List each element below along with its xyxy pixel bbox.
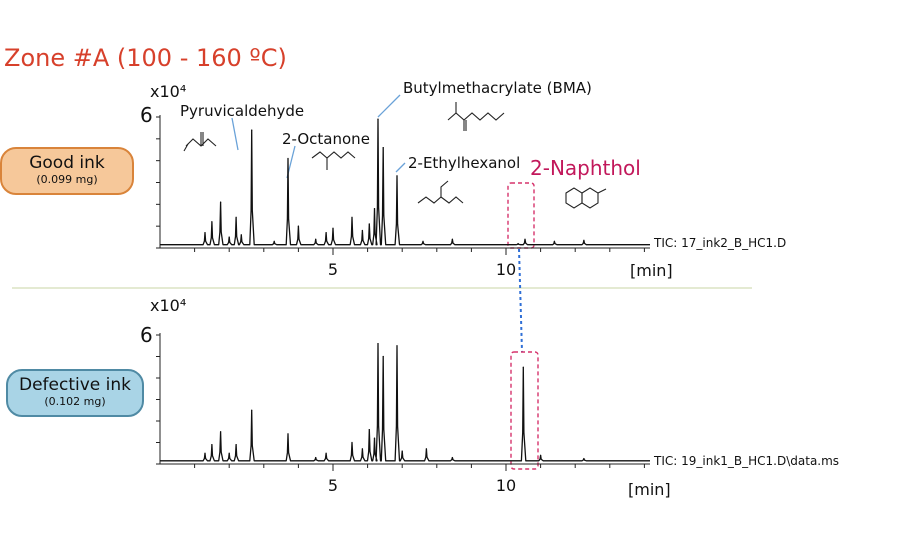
bottom-peak-apex [382, 355, 384, 358]
top-peak-apex [220, 201, 222, 203]
bottom-peak-apex [325, 452, 327, 454]
peak-label-naphthol: 2-Naphthol [530, 156, 641, 180]
bottom-peak-apex [204, 452, 206, 454]
top-peak-apex [211, 221, 213, 223]
peak-label-octanone: 2-Octanone [282, 130, 370, 148]
octanone-structure-icon [311, 151, 356, 170]
bottom-peak-apex [351, 441, 353, 444]
top-peak-apex [325, 232, 327, 234]
bottom-panel-axes [156, 333, 650, 471]
naphthol-highlight-bottom [510, 351, 539, 470]
ethylhexanol-structure-icon [417, 180, 464, 204]
top-peak-apex [524, 238, 526, 240]
top-x-tick-label: 10 [495, 260, 517, 279]
bottom-tic-trace [160, 342, 650, 462]
bottom-peak-apex [251, 409, 253, 411]
top-peak-apex [451, 238, 453, 240]
top-peak-apex [422, 240, 424, 242]
peak-label-pyruvicaldehyde: Pyruvicaldehyde [180, 102, 305, 120]
top-x-unit: [min] [630, 261, 673, 280]
top-ymax-label: 6 [140, 103, 153, 127]
bottom-peak-apex [451, 457, 453, 459]
bottom-peak-apex [583, 458, 585, 460]
top-x-tick-label: 5 [327, 260, 339, 279]
bottom-ymax-label: 6 [140, 323, 153, 347]
defective-ink-badge: Defective ink (0.102 mg) [6, 369, 144, 417]
bottom-scale-label: x10⁴ [150, 296, 187, 315]
naphthol-link-line [518, 248, 523, 353]
bottom-tic-label: TIC: 19_ink1_B_HC1.D\data.ms [654, 454, 840, 468]
top-peak-apex [583, 239, 585, 241]
bma-leader [377, 94, 401, 118]
top-peak-apex [517, 243, 519, 245]
bottom-peak-apex [220, 431, 222, 433]
top-peak-apex [382, 147, 384, 149]
bottom-x-tick-label: 10 [495, 476, 517, 495]
defective-ink-label: Defective ink [19, 375, 131, 395]
bottom-peak-apex [287, 433, 289, 435]
defective-ink-mass: (0.102 mg) [44, 395, 106, 408]
peak-label-bma: Butylmethacrylate (BMA) [403, 79, 592, 97]
top-peak-apex [297, 225, 299, 227]
bottom-peak-apex [425, 448, 427, 450]
bottom-peak-apex [361, 448, 363, 450]
peak-label-ethylhexanol: 2-Ethylhexanol [408, 154, 521, 172]
bottom-peak-apex [368, 429, 370, 431]
top-tic-trace [160, 118, 650, 246]
bottom-peak-apex [401, 450, 403, 452]
top-peak-apex [373, 208, 376, 210]
ethylhexanol-leader [395, 162, 406, 173]
bottom-peak-apex [315, 457, 317, 459]
top-peak-apex [287, 157, 289, 160]
top-peak-apex [332, 227, 334, 229]
good-ink-label: Good ink [29, 153, 105, 173]
bottom-peak-apex [377, 343, 379, 345]
bottom-peak-apex [228, 452, 230, 454]
bottom-peak-apex [396, 345, 398, 347]
pyruvicaldehyde-structure-icon [183, 132, 217, 152]
top-peak-apex [228, 236, 230, 238]
naphthol-structure-icon [565, 187, 607, 209]
bma-structure-icon [447, 102, 505, 131]
bottom-peak-apex [540, 454, 542, 456]
top-peak-apex [377, 118, 379, 120]
top-peak-apex [351, 216, 353, 218]
bottom-peak-apex [211, 444, 213, 446]
bottom-peak-apex [373, 437, 376, 439]
top-peak-apex [204, 232, 206, 234]
pyruvicaldehyde-leader [231, 117, 239, 151]
bottom-x-unit: [min] [628, 480, 671, 499]
top-peak-apex [273, 240, 275, 242]
bottom-peak-apex [235, 444, 237, 446]
naphthol-highlight-top [507, 182, 535, 249]
good-ink-badge: Good ink (0.099 mg) [0, 147, 134, 195]
top-peak-apex [240, 234, 242, 236]
top-peak-apex [361, 229, 363, 232]
top-peak-apex [235, 216, 237, 218]
good-ink-mass: (0.099 mg) [36, 173, 98, 186]
top-peak-apex [396, 175, 398, 177]
top-peak-apex [315, 238, 317, 240]
top-peak-apex [368, 223, 370, 225]
zone-title: Zone #A (100 - 160 ºC) [4, 44, 287, 72]
bottom-peak-apex [522, 366, 524, 368]
top-scale-label: x10⁴ [150, 82, 187, 101]
top-peak-apex [251, 129, 253, 131]
top-tic-label: TIC: 17_ink2_B_HC1.D [654, 236, 787, 250]
top-peak-apex [553, 240, 556, 242]
bottom-x-tick-label: 5 [327, 476, 339, 495]
top-panel-axes [156, 115, 650, 255]
